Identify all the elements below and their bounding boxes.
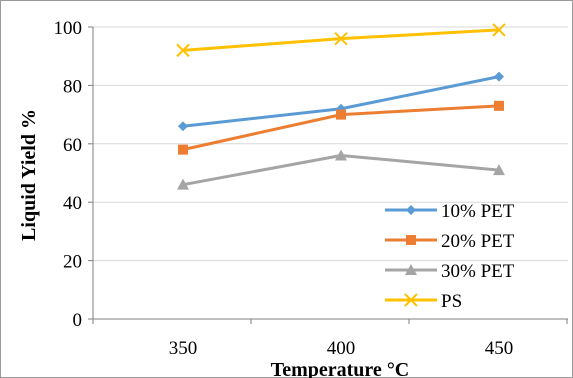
x-tick-labels: 350 400 450	[169, 338, 514, 359]
x-tick-label-350: 350	[169, 338, 198, 359]
point-ps-450-stroke-b	[492, 23, 506, 37]
y-tick-label-40: 40	[63, 193, 82, 214]
legend-marker-30-pet	[405, 264, 417, 275]
point-30-pet-350	[177, 178, 189, 190]
gridlines	[93, 26, 568, 262]
point-20-pet-400	[336, 109, 346, 120]
y-tick-label-100: 100	[54, 18, 83, 39]
legend-label-ps: PS	[441, 291, 462, 312]
legend: 10% PET 20% PET 30% PET PS	[385, 201, 515, 312]
legend-marker-10-pet	[406, 205, 416, 215]
legend-label-10-pet: 10% PET	[441, 201, 515, 222]
point-ps-400	[334, 31, 348, 46]
point-10-pet-350	[178, 121, 188, 132]
legend-marker-20-pet	[406, 235, 416, 245]
y-tick-labels: 0 20 40 60 80 100	[54, 18, 83, 331]
point-20-pet-450	[494, 100, 504, 111]
legend-marker-ps	[404, 293, 418, 307]
axes	[88, 26, 568, 324]
y-tick-label-0: 0	[73, 310, 83, 331]
point-20-pet-350	[178, 144, 188, 155]
x-axis-label: Temperature °C	[271, 359, 410, 378]
point-ps-350	[176, 43, 190, 58]
point-ps-400-stroke-b	[334, 31, 348, 46]
point-10-pet-450	[494, 71, 504, 82]
point-30-pet-400	[335, 149, 347, 161]
point-ps-350-stroke-b	[176, 43, 190, 58]
legend-marker-ps-stroke-b	[404, 293, 418, 307]
y-tick-label-60: 60	[63, 135, 82, 156]
x-tick-label-450: 450	[485, 338, 514, 359]
point-30-pet-450	[493, 164, 505, 176]
y-axis-label: Liquid Yield %	[18, 109, 40, 241]
y-tick-label-20: 20	[63, 252, 82, 273]
series-group	[176, 23, 506, 190]
legend-label-20-pet: 20% PET	[441, 231, 515, 252]
y-tick-label-80: 80	[63, 76, 82, 97]
point-ps-450	[492, 23, 506, 37]
legend-label-30-pet: 30% PET	[441, 261, 515, 282]
x-tick-label-400: 400	[327, 338, 356, 359]
series-line-ps	[181, 28, 501, 52]
